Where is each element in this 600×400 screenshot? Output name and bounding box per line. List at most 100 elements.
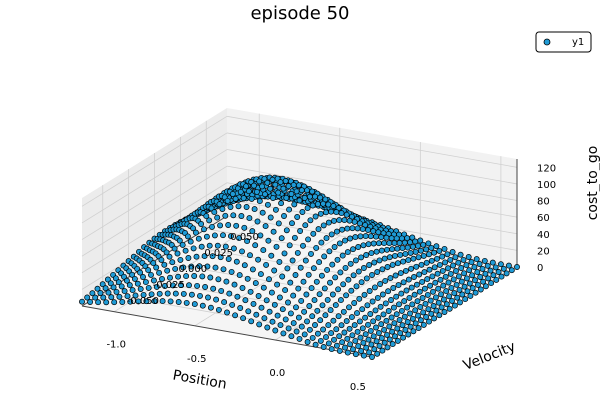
data-point (447, 270, 454, 277)
data-point (394, 337, 401, 344)
data-point (258, 304, 265, 311)
data-point (390, 304, 397, 311)
data-point (190, 245, 197, 252)
data-point (436, 247, 443, 254)
data-point (335, 286, 342, 293)
data-point (308, 285, 315, 292)
data-point (245, 308, 252, 315)
data-point (198, 243, 205, 250)
data-point (294, 249, 301, 256)
data-point (394, 245, 401, 252)
data-point (288, 333, 295, 340)
data-point (303, 291, 310, 298)
data-point (272, 327, 279, 334)
data-point (218, 287, 225, 294)
data-point (290, 292, 297, 299)
data-point (240, 315, 247, 322)
data-point (300, 278, 307, 285)
data-point (370, 318, 377, 325)
data-point (431, 315, 438, 322)
data-point (416, 271, 423, 278)
data-point (476, 261, 483, 267)
data-point (206, 217, 213, 224)
data-point (410, 328, 417, 335)
data-point (378, 321, 385, 328)
data-point (271, 267, 278, 274)
data-point (178, 282, 184, 289)
data-point (228, 233, 234, 240)
y-tick-label: 0.025 (204, 248, 233, 259)
x-tick-label: -1.0 (106, 340, 126, 351)
data-point (450, 262, 457, 269)
data-point (454, 294, 461, 301)
data-point (340, 308, 347, 315)
data-point (277, 322, 284, 329)
data-point (145, 267, 152, 274)
data-point (222, 212, 229, 219)
data-point (282, 178, 289, 184)
data-point (256, 321, 263, 328)
data-point (344, 249, 351, 256)
data-point (318, 272, 325, 279)
data-point (297, 264, 304, 271)
data-point (281, 213, 287, 219)
data-point (371, 346, 378, 353)
data-point (273, 243, 280, 250)
data-point (271, 301, 278, 308)
data-point (336, 333, 343, 340)
data-point (108, 294, 115, 301)
data-point (234, 293, 241, 300)
data-point (283, 227, 290, 234)
data-point (87, 299, 94, 305)
data-point (252, 280, 259, 287)
data-point (246, 215, 253, 222)
data-point (432, 294, 439, 301)
data-point (237, 188, 244, 195)
data-point (485, 275, 492, 282)
data-point (401, 298, 408, 305)
data-point (466, 280, 473, 287)
data-point (330, 317, 337, 324)
data-point (318, 239, 325, 246)
data-point (385, 308, 392, 314)
data-point (229, 301, 236, 308)
data-point (368, 250, 375, 257)
data-point (358, 279, 365, 286)
data-point (351, 300, 358, 306)
data-point (281, 250, 288, 257)
data-point (463, 262, 470, 269)
data-point (244, 238, 251, 245)
data-point (484, 262, 491, 269)
data-point (402, 250, 409, 257)
data-point (363, 252, 370, 258)
data-point (311, 297, 318, 304)
data-point (477, 286, 484, 293)
data-point (205, 294, 211, 301)
data-point (390, 285, 397, 291)
data-point (420, 252, 427, 259)
data-point (79, 298, 85, 305)
data-point (421, 285, 428, 292)
data-point (262, 191, 268, 198)
data-point (301, 195, 308, 201)
data-point (444, 251, 451, 258)
data-point (290, 320, 297, 327)
data-point (322, 312, 329, 319)
data-point (337, 297, 344, 304)
data-point (362, 331, 369, 338)
data-point (241, 224, 248, 231)
data-point (430, 303, 437, 309)
data-point (264, 179, 271, 186)
data-point (448, 284, 455, 291)
data-point (408, 265, 415, 272)
data-point (236, 235, 243, 242)
data-point (313, 244, 320, 251)
data-point (278, 235, 285, 242)
data-point (279, 306, 286, 313)
data-point (433, 243, 440, 250)
data-point (400, 279, 407, 286)
data-point (408, 284, 415, 291)
data-point (338, 322, 345, 329)
data-point (175, 273, 182, 280)
data-point (113, 288, 120, 295)
